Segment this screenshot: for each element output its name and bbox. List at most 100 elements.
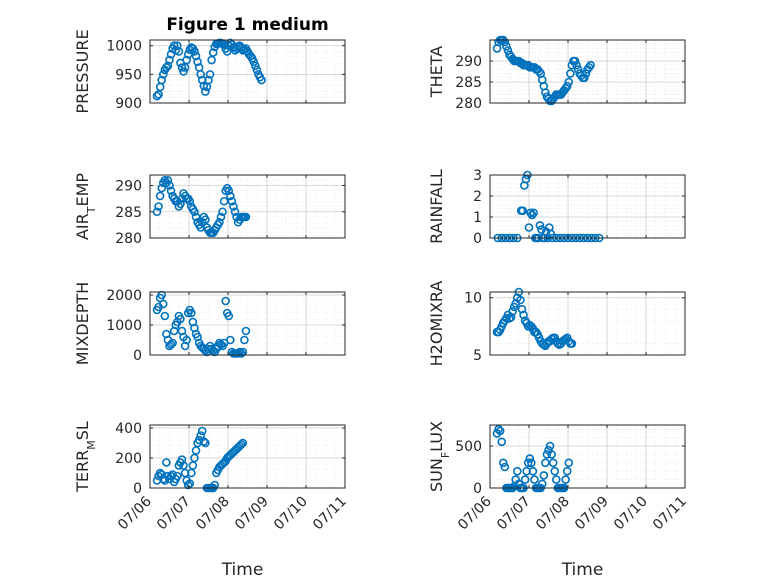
y-axis-label: H2OMIXRA — [427, 281, 446, 367]
y-tick-label: 900 — [115, 96, 142, 112]
data-point — [201, 438, 210, 448]
data-point — [516, 295, 525, 305]
data-point — [233, 349, 243, 358]
data-point — [572, 60, 581, 70]
data-point — [190, 207, 199, 217]
data-point — [550, 466, 560, 476]
data-point — [566, 69, 575, 78]
data-point — [154, 202, 163, 211]
y-axis-label: MIXDEPTH — [73, 282, 92, 365]
data-point — [191, 51, 201, 61]
y-tick-label: 1000 — [106, 318, 142, 334]
data-point — [190, 47, 199, 56]
data-point — [157, 75, 166, 85]
y-tick-label: 0 — [473, 231, 482, 247]
axes-box — [489, 424, 686, 489]
data-series — [152, 38, 266, 101]
y-tick-label: 1 — [473, 210, 482, 226]
data-point — [537, 479, 547, 489]
data-point — [236, 349, 246, 358]
data-point — [218, 207, 227, 217]
subplot-1: 900 950 1000 PRESSURE Figure 1 medium — [73, 15, 346, 114]
y-tick-label: 10 — [464, 291, 482, 307]
data-point — [500, 462, 510, 472]
data-point — [553, 339, 563, 348]
y-tick-label: 290 — [455, 54, 482, 70]
data-point — [494, 424, 503, 434]
y-tick-label: 950 — [115, 67, 142, 83]
data-point — [584, 63, 594, 72]
data-point — [187, 308, 196, 318]
data-point — [157, 183, 166, 193]
data-point — [152, 207, 162, 217]
data-point — [222, 47, 232, 56]
data-point — [548, 458, 558, 468]
data-point — [152, 91, 162, 101]
x-tick-label: 07/07 — [494, 494, 534, 534]
axes-box — [149, 174, 346, 239]
data-point — [535, 221, 545, 230]
data-series — [492, 35, 595, 106]
subplot-5: 0 1000 2000 MIXDEPTH — [73, 282, 346, 365]
data-point — [155, 191, 165, 201]
data-point — [182, 55, 191, 65]
data-point — [528, 466, 538, 476]
data-point — [512, 466, 522, 476]
y-tick-label: 200 — [115, 451, 142, 467]
subplot-4: 0 1 2 3 RAINFALL — [427, 168, 686, 247]
data-point — [215, 217, 224, 227]
y-tick-label: 3 — [473, 168, 482, 184]
data-point — [179, 67, 188, 76]
data-point — [527, 458, 536, 468]
y-axis-label: TERRMSL — [73, 421, 98, 493]
data-point — [567, 339, 577, 348]
data-point — [562, 81, 572, 91]
y-tick-label: 285 — [115, 205, 142, 221]
data-point — [185, 479, 195, 488]
data-point — [182, 335, 191, 345]
data-point — [564, 77, 574, 87]
data-point — [249, 57, 259, 67]
data-point — [497, 437, 507, 447]
data-point — [537, 225, 546, 234]
axes-box — [149, 424, 346, 489]
data-point — [547, 450, 556, 459]
data-point — [176, 314, 185, 324]
x-tick-label: 07/11 — [650, 494, 690, 534]
data-point — [165, 181, 174, 190]
data-point — [230, 207, 240, 217]
data-point — [227, 196, 237, 206]
data-point — [158, 70, 168, 79]
data-point — [502, 41, 511, 51]
data-point — [526, 208, 535, 218]
data-point — [193, 57, 202, 67]
x-tick-label: 07/06 — [115, 493, 155, 533]
data-point — [529, 208, 538, 218]
data-point — [160, 311, 170, 321]
data-point — [505, 314, 514, 323]
data-point — [177, 63, 187, 72]
data-point — [561, 475, 570, 484]
x-tick-label: 07/06 — [455, 493, 495, 533]
y-tick-label: 0 — [133, 481, 142, 497]
data-point — [163, 61, 173, 71]
data-point — [521, 174, 531, 184]
data-point — [519, 310, 528, 320]
data-point — [580, 73, 589, 83]
data-point — [174, 47, 184, 56]
data-point — [208, 48, 218, 57]
data-point — [545, 441, 555, 451]
data-point — [542, 450, 552, 459]
data-point — [586, 60, 595, 70]
y-tick-label: 500 — [455, 439, 482, 455]
x-tick-label: 07/09 — [572, 494, 612, 534]
data-point — [257, 75, 266, 85]
x-tick-label: 07/08 — [193, 494, 233, 534]
data-point — [185, 196, 195, 206]
data-point — [495, 426, 505, 436]
data-point — [196, 70, 205, 79]
x-tick-label: 07/09 — [232, 494, 272, 534]
data-point — [216, 212, 226, 222]
